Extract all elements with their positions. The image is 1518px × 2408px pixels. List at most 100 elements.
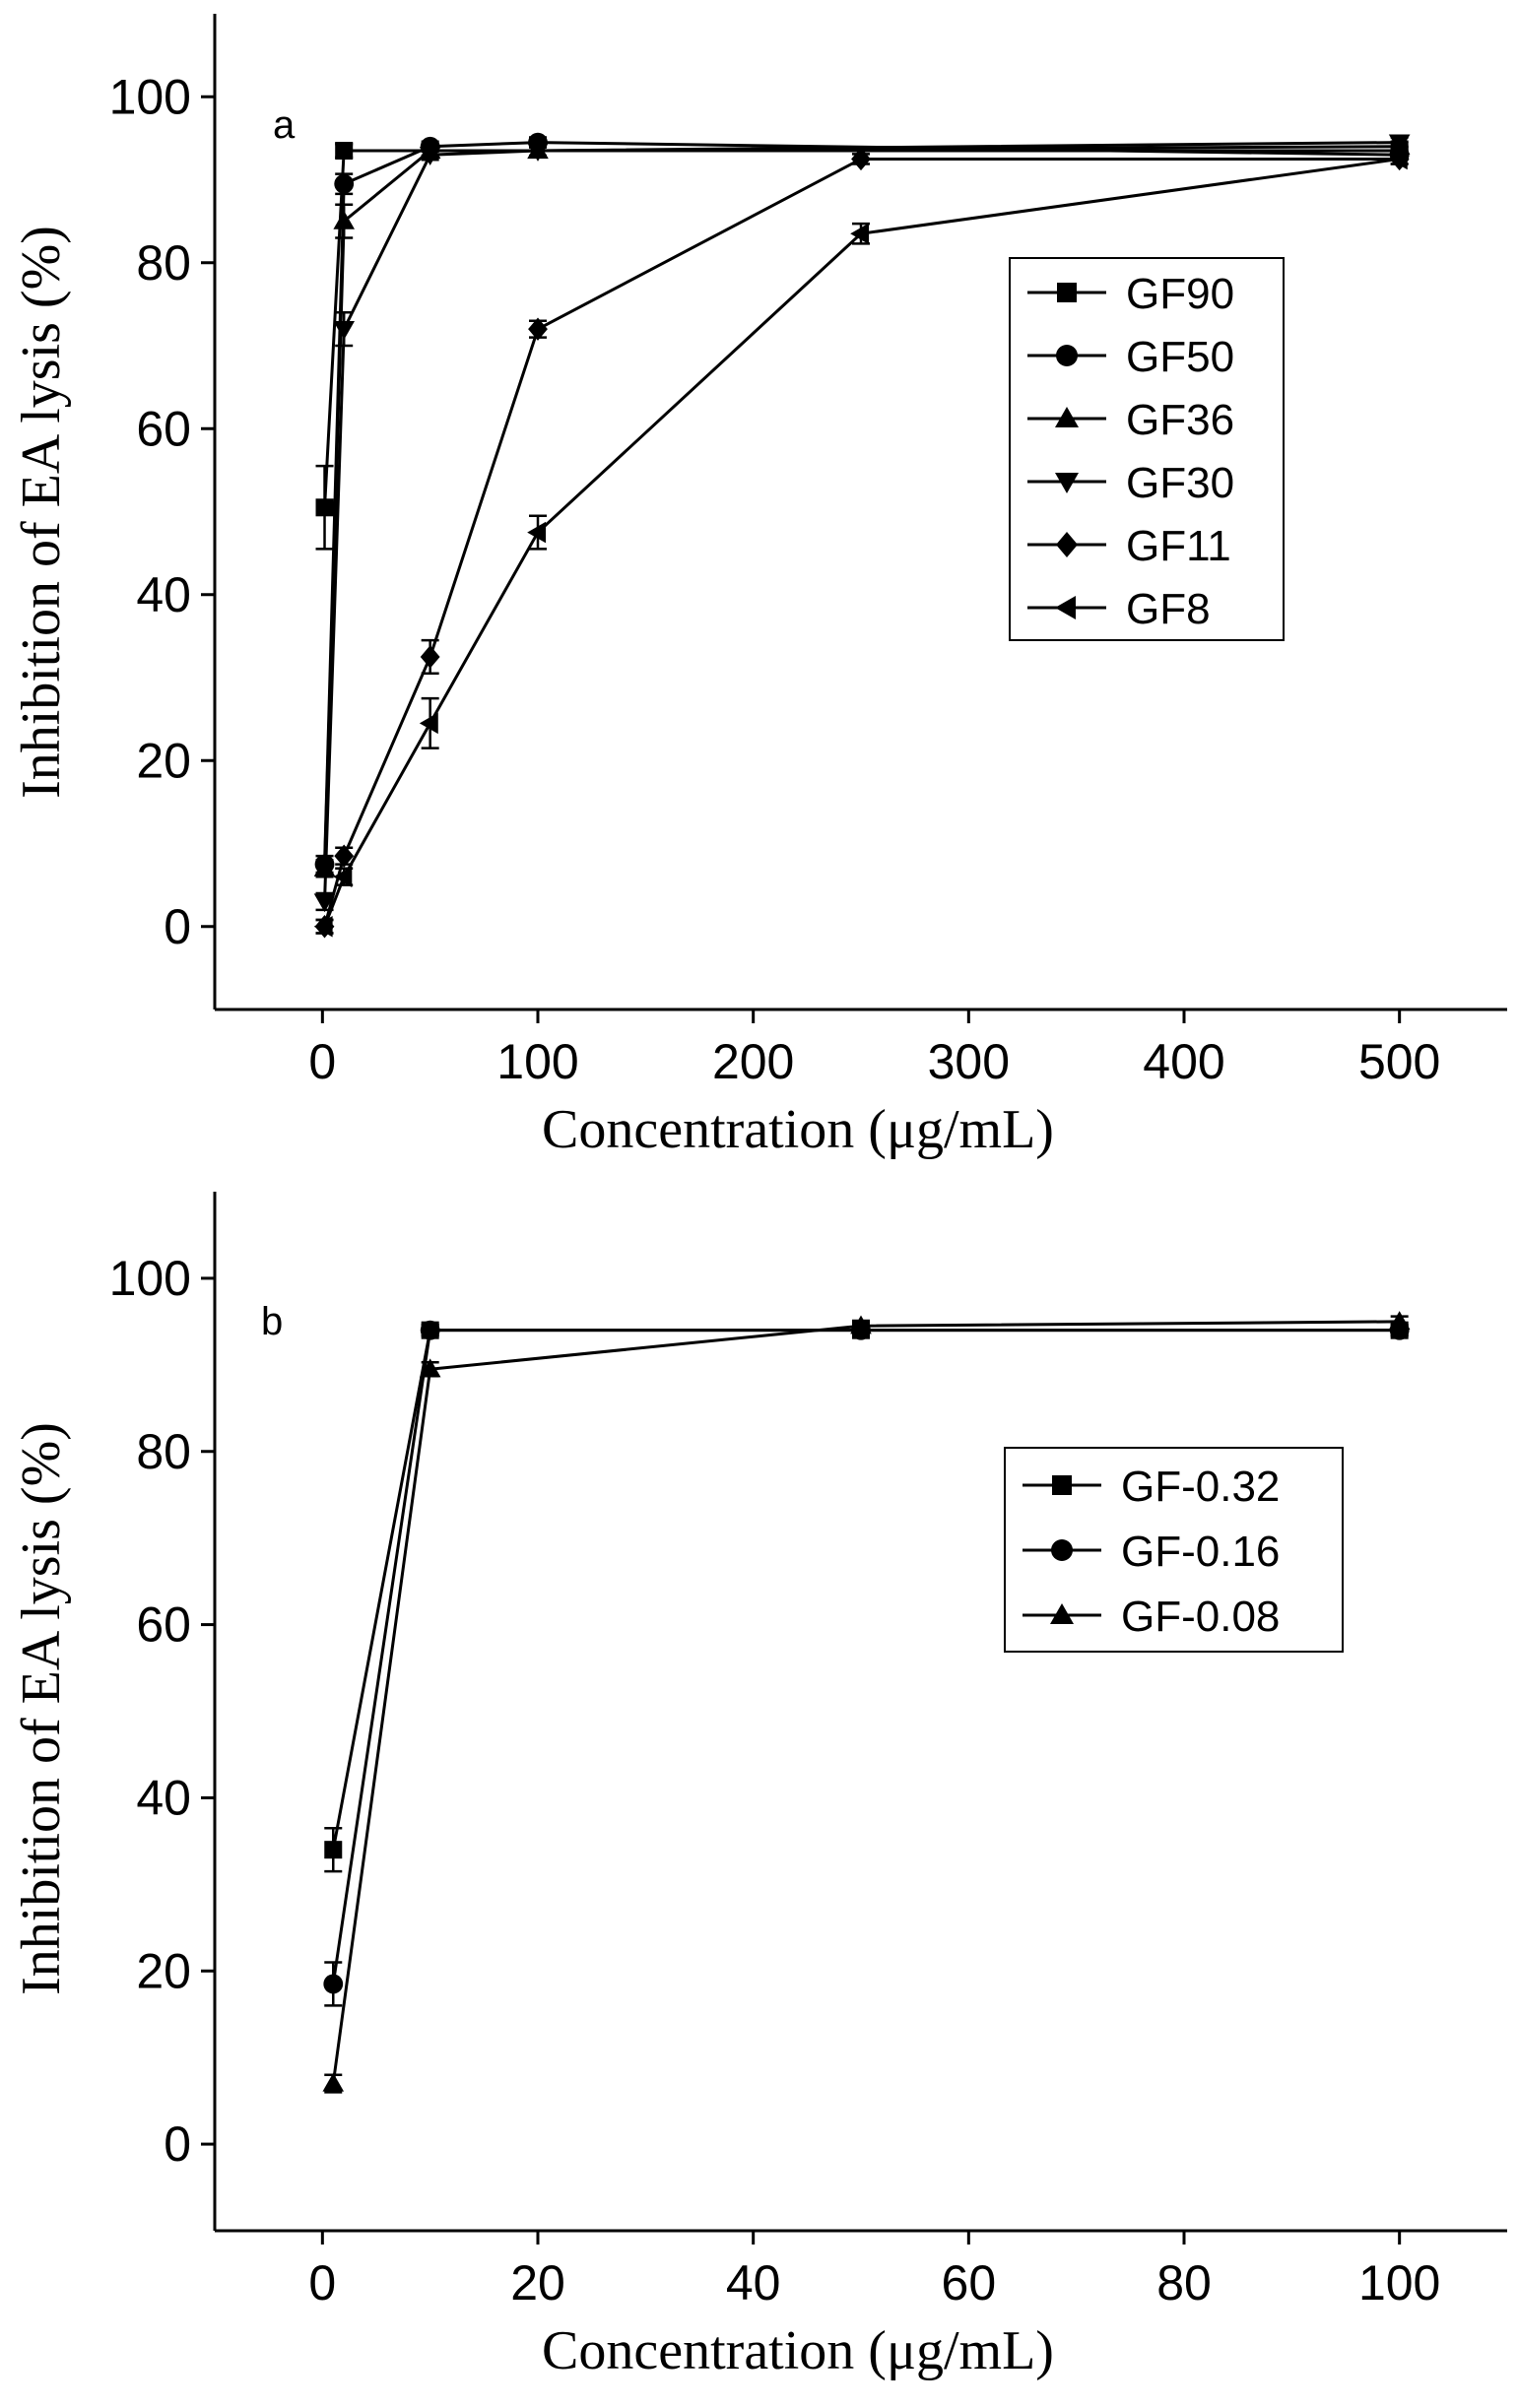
panel-a-label: a	[273, 103, 296, 147]
series-line	[331, 1320, 1400, 2084]
series-GF30	[313, 134, 1411, 913]
panel-b-ticks: 0 20 40 60 80 100 0 20 40 60 80 100	[109, 1251, 1441, 2310]
panel-a-y-title: Inhibition of EA lysis (%)	[11, 226, 72, 799]
panel-b-y-title: Inhibition of EA lysis (%)	[11, 1422, 72, 1995]
x-tick-label: 500	[1358, 1034, 1440, 1089]
series-GF-0.08	[322, 1311, 1411, 2094]
legend-marker	[1051, 1539, 1073, 1561]
data-point	[315, 498, 334, 517]
legend-marker	[1055, 596, 1076, 619]
x-tick-label: 200	[712, 1034, 794, 1089]
y-tick-label: 0	[164, 899, 191, 954]
data-point	[850, 1315, 872, 1334]
legend-marker	[1056, 532, 1078, 557]
data-point	[333, 210, 355, 229]
y-tick-label: 60	[136, 401, 191, 456]
x-tick-label: 40	[726, 2255, 781, 2310]
y-tick-label: 20	[136, 1943, 191, 1998]
data-point	[334, 173, 355, 194]
data-point	[528, 317, 548, 341]
legend-marker	[1055, 407, 1079, 427]
series-line	[331, 1329, 1400, 1985]
data-point	[419, 147, 441, 166]
legend-item-GF-0.16: GF-0.16	[1023, 1528, 1280, 1576]
panel-b-label: b	[261, 1300, 283, 1343]
y-tick-label: 0	[164, 2116, 191, 2172]
legend-label: GF90	[1126, 270, 1234, 318]
data-point	[333, 866, 353, 887]
data-point	[420, 645, 440, 669]
data-point	[324, 1841, 343, 1859]
legend-marker	[1050, 1603, 1074, 1624]
y-tick-label: 80	[136, 235, 191, 291]
y-tick-label: 40	[136, 1770, 191, 1825]
x-tick-label: 0	[308, 1034, 336, 1089]
data-point	[1388, 134, 1411, 154]
data-point	[419, 1358, 441, 1378]
x-tick-label: 300	[928, 1034, 1010, 1089]
x-tick-label: 20	[510, 2255, 565, 2310]
legend-item-GF-0.08: GF-0.08	[1023, 1593, 1280, 1641]
data-point	[419, 712, 438, 735]
panel-a-legend-items: GF90 GF50 GF36 GF30 GF11 GF8	[1027, 270, 1234, 633]
data-point	[420, 1320, 440, 1340]
panel-a-ticks: 0 100 200 300 400 500 0 20 40 60 80 100	[109, 69, 1441, 1089]
y-tick-label: 40	[136, 567, 191, 622]
legend-label: GF-0.16	[1121, 1528, 1280, 1576]
legend-marker	[1052, 1475, 1072, 1495]
series-GF-0.16	[323, 1320, 1410, 2007]
legend-item-GF90: GF90	[1027, 270, 1234, 318]
y-tick-label: 100	[109, 1251, 191, 1306]
legend-item-GF36: GF36	[1027, 396, 1234, 444]
panel-b-legend: GF-0.32 GF-0.16 GF-0.08	[1004, 1447, 1344, 1653]
data-point	[322, 2072, 345, 2092]
x-tick-label: 100	[1358, 2255, 1440, 2310]
data-point	[527, 142, 549, 162]
legend-label: GF11	[1126, 522, 1231, 570]
panel-a-legend: GF90 GF50 GF36 GF30 GF11 GF8	[1009, 257, 1285, 641]
data-point	[313, 915, 333, 938]
legend-label: GF8	[1126, 585, 1211, 633]
data-point	[851, 147, 871, 171]
legend-label: GF30	[1126, 459, 1234, 507]
legend-label: GF36	[1126, 396, 1234, 444]
data-point	[527, 521, 547, 544]
panel-a: 0 100 200 300 400 500 0 20 40 60 80 100 a Inhibitio…	[11, 14, 1507, 1160]
data-point	[1388, 1311, 1411, 1330]
legend-item-GF11: GF11	[1027, 522, 1231, 570]
legend-label: GF-0.08	[1121, 1593, 1280, 1641]
panel-b-plot-area	[322, 1311, 1411, 2094]
data-point	[850, 223, 870, 245]
legend-item-GF8: GF8	[1027, 585, 1211, 633]
panel-b: 0 20 40 60 80 100 0 20 40 60 80 100 b Inhibition of…	[11, 1192, 1507, 2381]
data-point	[333, 321, 355, 340]
data-point	[323, 1974, 344, 1994]
panel-a-x-title: Concentration (μg/mL)	[542, 1099, 1054, 1160]
legend-item-GF50: GF50	[1027, 333, 1234, 381]
x-tick-label: 400	[1143, 1034, 1224, 1089]
x-tick-label: 80	[1156, 2255, 1212, 2310]
x-tick-label: 100	[496, 1034, 578, 1089]
x-tick-label: 60	[942, 2255, 997, 2310]
series-GF8	[313, 148, 1409, 938]
data-point	[313, 893, 336, 913]
legend-marker	[1057, 283, 1077, 302]
legend-marker	[1056, 345, 1078, 366]
panel-b-x-title: Concentration (μg/mL)	[542, 2320, 1054, 2381]
panel-b-legend-items: GF-0.32 GF-0.16 GF-0.08	[1023, 1463, 1280, 1641]
data-point	[335, 142, 354, 161]
legend-item-GF-0.32: GF-0.32	[1023, 1463, 1280, 1511]
y-tick-label: 20	[136, 733, 191, 788]
y-tick-label: 100	[109, 69, 191, 124]
panel-a-plot-area	[313, 132, 1411, 939]
legend-label: GF-0.32	[1121, 1463, 1280, 1511]
legend-label: GF50	[1126, 333, 1234, 381]
data-point	[334, 844, 355, 868]
panel-a-legend-box	[1009, 257, 1285, 641]
data-point	[1388, 148, 1408, 170]
x-tick-label: 0	[308, 2255, 336, 2310]
y-tick-label: 60	[136, 1597, 191, 1653]
y-tick-label: 80	[136, 1424, 191, 1479]
legend-item-GF30: GF30	[1027, 459, 1234, 507]
